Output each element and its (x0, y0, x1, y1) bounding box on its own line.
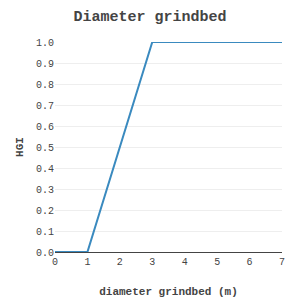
svg-text:4: 4 (182, 257, 188, 268)
svg-text:0.0: 0.0 (36, 248, 54, 259)
svg-text:0: 0 (52, 257, 58, 268)
svg-text:0.3: 0.3 (36, 185, 54, 196)
svg-text:0.9: 0.9 (36, 59, 54, 70)
svg-text:0.8: 0.8 (36, 80, 54, 91)
svg-text:7: 7 (279, 257, 285, 268)
svg-text:0.7: 0.7 (36, 101, 54, 112)
svg-text:5: 5 (214, 257, 220, 268)
svg-text:0.2: 0.2 (36, 206, 54, 217)
svg-text:2: 2 (117, 257, 123, 268)
svg-text:1: 1 (84, 257, 90, 268)
svg-text:0.5: 0.5 (36, 143, 54, 154)
svg-text:3: 3 (149, 257, 155, 268)
svg-text:Diameter grindbed: Diameter grindbed (73, 9, 226, 26)
svg-text:1.0: 1.0 (36, 38, 54, 49)
svg-text:6: 6 (247, 257, 253, 268)
svg-text:diameter grindbed (m): diameter grindbed (m) (99, 286, 238, 298)
svg-text:0.6: 0.6 (36, 122, 54, 133)
svg-text:0.1: 0.1 (36, 227, 54, 238)
svg-text:0.4: 0.4 (36, 164, 54, 175)
svg-text:HGI: HGI (14, 137, 26, 157)
